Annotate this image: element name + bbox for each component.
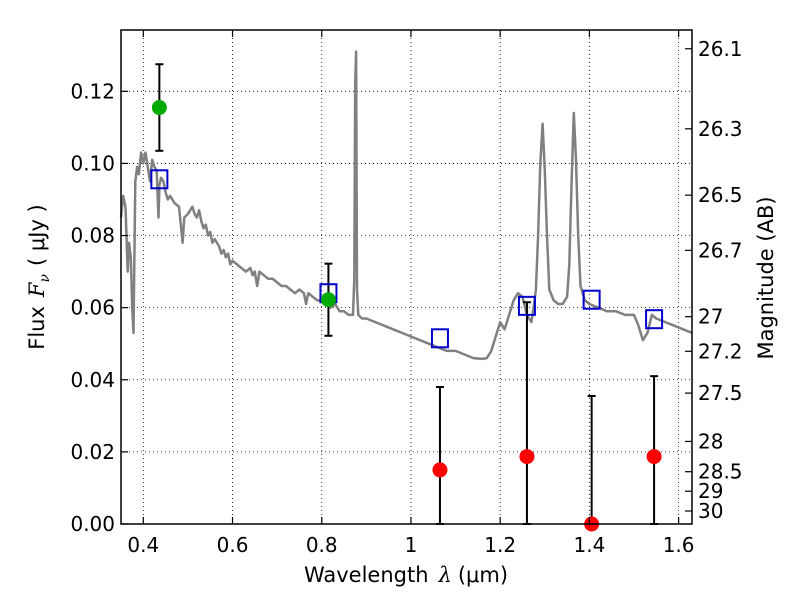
- y-tick-label: 0.06: [70, 296, 115, 320]
- model-photometry-marker: [582, 289, 601, 310]
- nondetection-point: [519, 449, 535, 465]
- mag-tick-label: 26.1: [698, 37, 743, 61]
- x-tick-label: 1.2: [484, 533, 516, 557]
- y-tick-label: 0.12: [70, 79, 115, 103]
- x-tick-label: 1: [405, 533, 418, 557]
- model-photometry-marker: [150, 169, 169, 190]
- y-tick-label: 0.08: [70, 224, 115, 248]
- x-tick-label: 1.6: [663, 533, 695, 557]
- model-photometry-marker: [517, 295, 536, 316]
- ticks: 0.4 0.6 0.8 1 1.2 1.4 1.6 0.00 0.02 0.04 0.06 0.08 0…: [70, 30, 743, 557]
- x-tick-label: 0.4: [127, 533, 159, 557]
- mag-tick-label: 27: [698, 305, 723, 329]
- x-tick-label: 1.4: [573, 533, 605, 557]
- x-tick-label: 0.8: [306, 533, 338, 557]
- detection-point: [320, 292, 336, 308]
- y-tick-label: 0.10: [70, 151, 115, 175]
- mag-tick-label: 26.3: [698, 117, 743, 141]
- mag-tick-label: 30: [698, 499, 723, 523]
- y2-axis-label: Magnitude (AB): [754, 196, 778, 359]
- mag-tick-label: 28.5: [698, 460, 743, 484]
- model-photometry-marker: [645, 309, 664, 330]
- y-tick-label: 0.04: [70, 368, 115, 392]
- nondetection-point: [432, 462, 448, 478]
- mag-tick-label: 28: [698, 429, 723, 453]
- axes-frame: [120, 29, 693, 525]
- model-photometry-marker: [430, 328, 449, 349]
- plot-area: [119, 50, 693, 532]
- x-axis-label: Wavelength λ (μm): [304, 563, 508, 587]
- mag-tick-label: 27.2: [698, 339, 743, 363]
- detection-point: [151, 100, 167, 116]
- model-sed-line: [119, 50, 693, 361]
- mag-tick-label: 27.5: [698, 381, 743, 405]
- nondetection-point: [646, 449, 662, 465]
- grid: [121, 30, 692, 525]
- y-tick-label: 0.00: [70, 512, 115, 536]
- mag-tick-label: 26.7: [698, 238, 743, 262]
- x-tick-label: 0.6: [217, 533, 249, 557]
- mag-tick-label: 29: [698, 479, 723, 503]
- y-axis-label: FluxFν( μJy ): [25, 204, 53, 349]
- y-tick-label: 0.02: [70, 440, 115, 464]
- mag-tick-label: 26.5: [698, 183, 743, 207]
